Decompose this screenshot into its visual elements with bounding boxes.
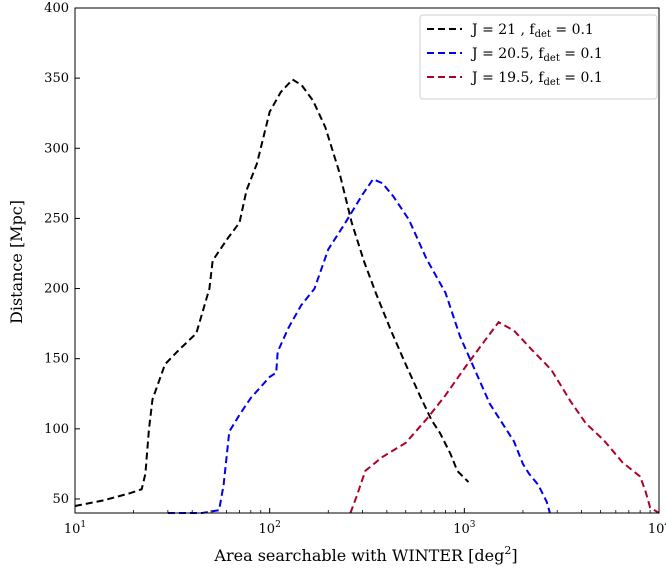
y-tick-label: 200 [44, 282, 69, 297]
legend-label-2: J = 20.5, fdet = 0.1 [470, 46, 603, 64]
series-line-2 [167, 177, 551, 514]
x-tick-label: 102 [259, 520, 281, 537]
y-tick-label: 300 [44, 141, 69, 156]
y-tick-label: 250 [44, 211, 69, 226]
y-tick-label: 400 [44, 1, 69, 16]
x-axis-label: Area searchable with WINTER [deg2] [213, 544, 517, 565]
y-tick-label: 100 [44, 422, 69, 437]
y-axis: 50 100 150 200 250 300 350 400 [44, 1, 80, 507]
y-tick-label: 150 [44, 352, 69, 367]
y-tick-label: 50 [52, 492, 69, 507]
legend-box [419, 14, 658, 100]
series-line-1 [74, 78, 470, 507]
y-axis-label: Distance [Mpc] [7, 200, 26, 324]
x-axis: 101 102 103 104 [64, 508, 666, 537]
legend: J = 21 , fdet = 0.1 J = 20.5, fdet = 0.1 J… [419, 14, 658, 100]
series-layer [74, 78, 660, 514]
series-line-3 [349, 320, 660, 514]
legend-label-1: J = 21 , fdet = 0.1 [470, 22, 594, 40]
y-tick-label: 350 [44, 71, 69, 86]
x-tick-label: 101 [64, 520, 86, 537]
legend-label-3: J = 19.5, fdet = 0.1 [470, 70, 603, 88]
plot-frame [74, 7, 660, 514]
x-tick-label: 104 [648, 520, 666, 537]
x-tick-label: 103 [453, 520, 476, 537]
